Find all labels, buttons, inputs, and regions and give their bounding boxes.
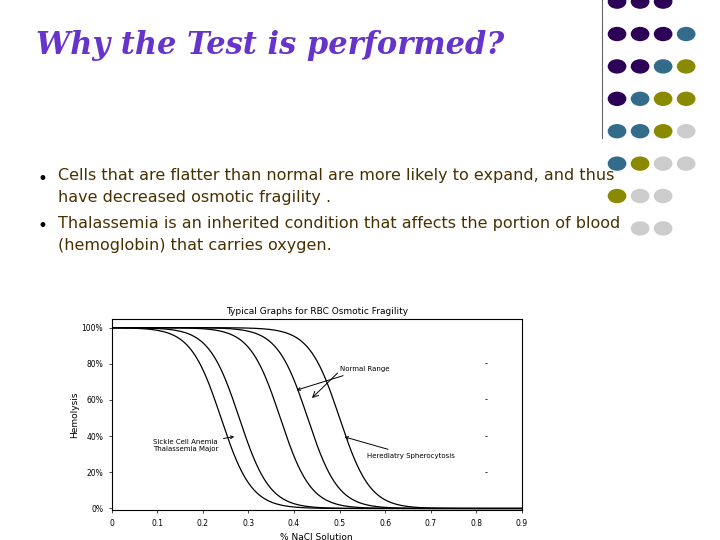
- Circle shape: [631, 92, 649, 105]
- Circle shape: [608, 0, 626, 8]
- Text: Herediatry Spherocytosis: Herediatry Spherocytosis: [346, 437, 455, 459]
- Text: have decreased osmotic fragility .: have decreased osmotic fragility .: [58, 190, 330, 205]
- Circle shape: [678, 92, 695, 105]
- Circle shape: [631, 157, 649, 170]
- Circle shape: [608, 190, 626, 202]
- Text: -: -: [485, 395, 488, 404]
- Circle shape: [608, 28, 626, 40]
- Text: (hemoglobin) that carries oxygen.: (hemoglobin) that carries oxygen.: [58, 238, 331, 253]
- Circle shape: [654, 190, 672, 202]
- X-axis label: % NaCl Solution: % NaCl Solution: [281, 533, 353, 540]
- Circle shape: [654, 0, 672, 8]
- Circle shape: [678, 157, 695, 170]
- Circle shape: [678, 28, 695, 40]
- Text: •: •: [37, 170, 48, 188]
- Circle shape: [631, 190, 649, 202]
- Circle shape: [678, 60, 695, 73]
- Circle shape: [631, 60, 649, 73]
- Circle shape: [608, 60, 626, 73]
- Circle shape: [654, 125, 672, 138]
- Circle shape: [631, 222, 649, 235]
- Circle shape: [654, 157, 672, 170]
- Circle shape: [631, 0, 649, 8]
- Circle shape: [654, 222, 672, 235]
- Circle shape: [631, 125, 649, 138]
- Circle shape: [654, 60, 672, 73]
- Circle shape: [678, 125, 695, 138]
- Text: Why the Test is performed?: Why the Test is performed?: [36, 30, 504, 60]
- Text: -: -: [485, 468, 488, 477]
- Y-axis label: Hemolysis: Hemolysis: [70, 391, 79, 438]
- Text: Normal Range: Normal Range: [297, 366, 389, 390]
- Text: Sickle Cell Anemia
Thalassemia Major: Sickle Cell Anemia Thalassemia Major: [153, 436, 233, 451]
- Circle shape: [654, 28, 672, 40]
- Text: •: •: [37, 217, 48, 235]
- Circle shape: [608, 125, 626, 138]
- Circle shape: [631, 28, 649, 40]
- Text: Cells that are flatter than normal are more likely to expand, and thus: Cells that are flatter than normal are m…: [58, 168, 614, 184]
- Circle shape: [608, 157, 626, 170]
- Title: Typical Graphs for RBC Osmotic Fragility: Typical Graphs for RBC Osmotic Fragility: [226, 307, 408, 316]
- Text: -: -: [485, 359, 488, 368]
- Text: -: -: [485, 431, 488, 441]
- Text: Thalassemia is an inherited condition that affects the portion of blood: Thalassemia is an inherited condition th…: [58, 216, 620, 231]
- Circle shape: [654, 92, 672, 105]
- Circle shape: [608, 92, 626, 105]
